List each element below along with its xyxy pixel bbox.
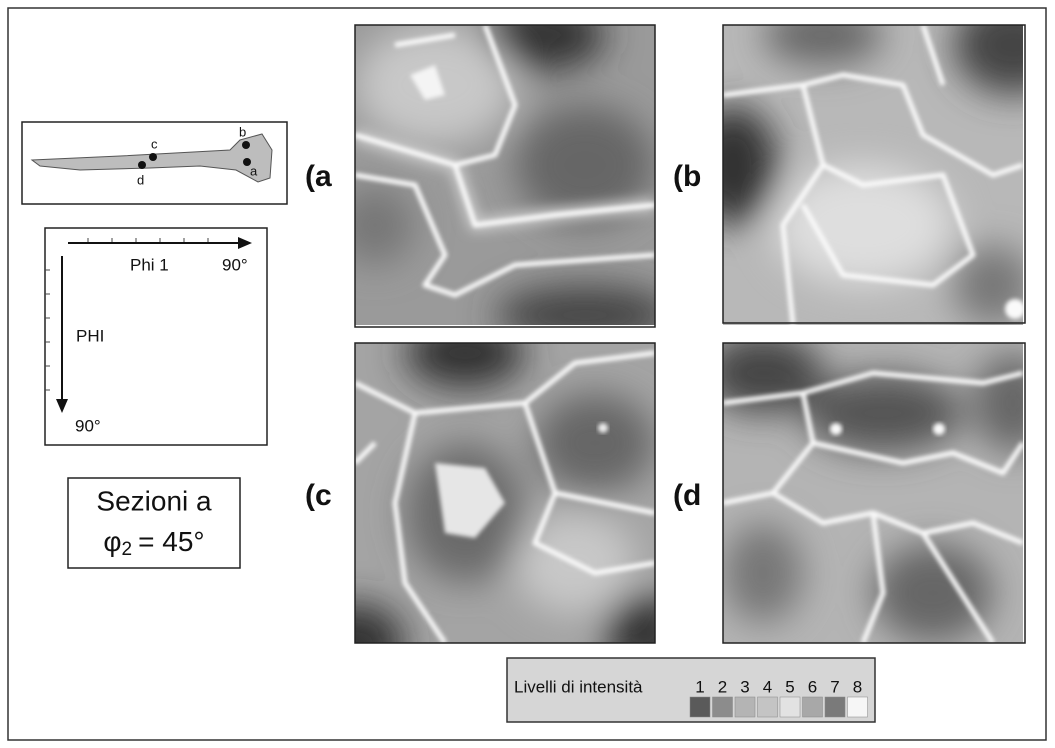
point-label: a — [250, 163, 258, 178]
caption-formula: φ2= 45° — [103, 526, 204, 560]
legend-swatch — [803, 697, 823, 717]
legend-swatch — [825, 697, 845, 717]
caption: Sezioni a φ2= 45° — [68, 478, 240, 568]
y-axis-end: 90° — [75, 416, 101, 435]
legend-level: 3 — [740, 677, 749, 696]
page: b a c d Phi 1 90° PHI 90° Sezioni a φ2= … — [0, 0, 1055, 748]
legend-swatch — [713, 697, 733, 717]
subscript: 2 — [122, 539, 133, 560]
x-axis-label: Phi 1 — [130, 255, 169, 274]
axes-key: Phi 1 90° PHI 90° — [45, 228, 267, 445]
formula-rest: = 45° — [138, 526, 204, 557]
legend-level: 1 — [695, 677, 704, 696]
point-label: b — [239, 124, 246, 139]
panel-label: (c — [305, 479, 332, 512]
odf-map — [688, 0, 1055, 325]
sample-sketch: b a c d — [22, 122, 287, 204]
legend-level: 2 — [718, 677, 727, 696]
legend-swatch — [758, 697, 778, 717]
legend-level: 8 — [853, 677, 862, 696]
legend-swatch — [735, 697, 755, 717]
panel-label: (b — [673, 160, 701, 193]
legend-swatch — [848, 697, 868, 717]
legend-level: 5 — [785, 677, 794, 696]
odf-map — [703, 333, 1053, 643]
caption-line: Sezioni a — [96, 485, 212, 516]
legend-level: 7 — [830, 677, 839, 696]
legend-swatch — [690, 697, 710, 717]
y-axis-label: PHI — [76, 326, 104, 345]
odf-map — [335, 0, 675, 345]
point-label: c — [151, 136, 158, 151]
legend-level: 4 — [763, 677, 772, 696]
legend-level: 6 — [808, 677, 817, 696]
legend-title: Livelli di intensità — [514, 677, 643, 696]
panel-label: (a — [305, 160, 332, 193]
panel-label: (d — [673, 479, 701, 512]
point-label: d — [137, 172, 144, 187]
x-axis-end: 90° — [222, 255, 248, 274]
legend-swatch — [780, 697, 800, 717]
symbol: φ — [103, 526, 121, 557]
figure: b a c d Phi 1 90° PHI 90° Sezioni a φ2= … — [0, 0, 1055, 748]
odf-map — [305, 318, 685, 683]
